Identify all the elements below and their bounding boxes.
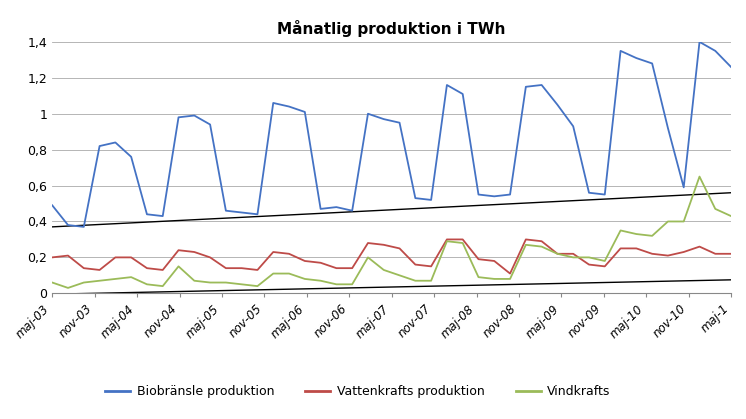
Legend: Biobränsle produktion, Vattenkrafts produktion, Vindkrafts: Biobränsle produktion, Vattenkrafts prod… [100, 380, 615, 403]
Title: Månatlig produktion i TWh: Månatlig produktion i TWh [278, 20, 506, 36]
